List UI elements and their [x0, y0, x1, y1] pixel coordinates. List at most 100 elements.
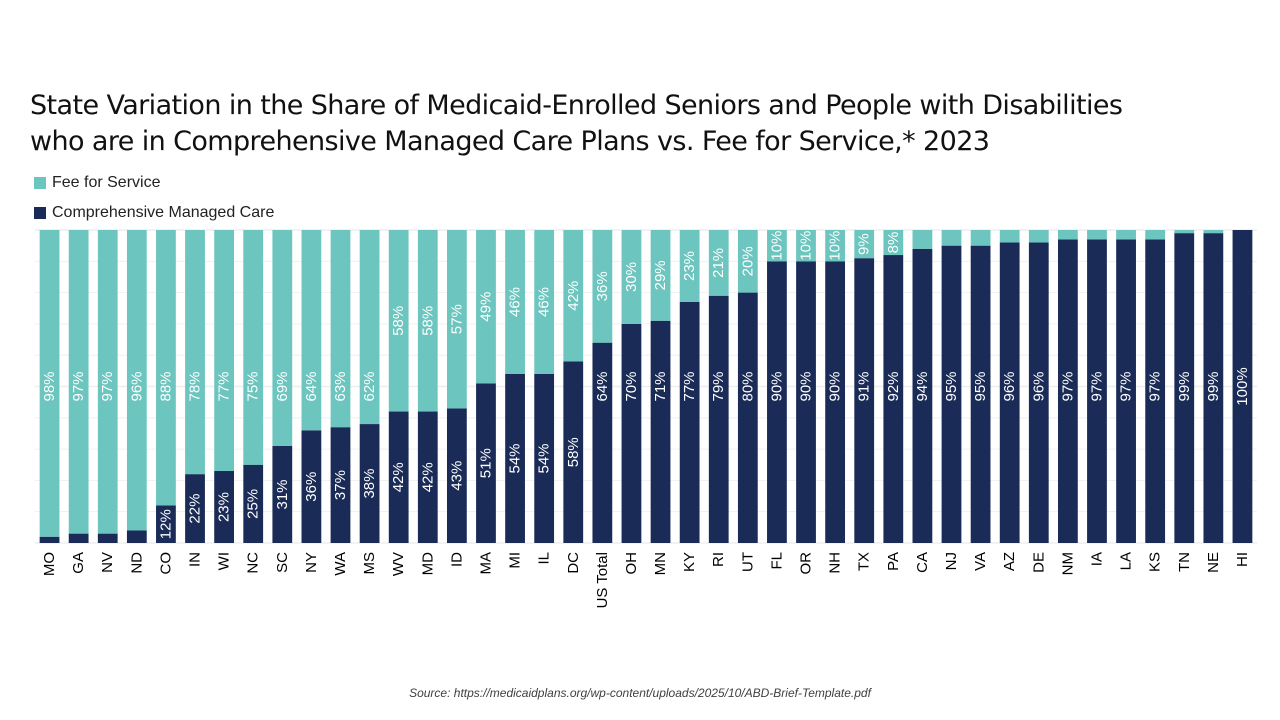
bar-fee-for-service-tx [854, 230, 875, 259]
bar-managed-care-dc [563, 361, 584, 543]
bar-fee-for-service-ms [359, 230, 380, 425]
x-tick-tx: TX [856, 552, 873, 571]
label-managed-care-ut: 80% [739, 371, 756, 401]
label-fee-for-service-wv: 58% [390, 306, 407, 336]
label-managed-care-la: 97% [1118, 371, 1135, 401]
source-note: Source: https://medicaidplans.org/wp-con… [409, 686, 871, 700]
label-managed-care-dc: 58% [565, 437, 582, 467]
legend-item-fee-for-service: Fee for Service [34, 168, 274, 198]
bar-fee-for-service-mi [505, 230, 525, 374]
label-fee-for-service-mi: 46% [507, 287, 524, 317]
label-fee-for-service-oh: 30% [623, 262, 640, 292]
label-managed-care-ms: 38% [361, 469, 378, 499]
x-tick-il: IL [536, 552, 553, 565]
label-managed-care-ny: 36% [303, 472, 320, 502]
label-managed-care-va: 95% [972, 371, 989, 401]
bar-managed-care-nm [1057, 239, 1078, 543]
x-tick-la: LA [1118, 552, 1135, 570]
label-fee-for-service-nd: 96% [128, 371, 145, 401]
label-fee-for-service-mn: 29% [652, 260, 669, 290]
label-managed-care-ia: 97% [1088, 371, 1105, 401]
bar-fee-for-service-nj [941, 230, 962, 246]
legend-swatch-fee-for-service [34, 177, 46, 189]
legend-label-fee-for-service: Fee for Service [52, 174, 161, 191]
label-managed-care-nm: 97% [1059, 371, 1076, 401]
bar-managed-care-az [999, 242, 1020, 543]
label-managed-care-ma: 51% [477, 448, 494, 478]
x-tick-tn: TN [1176, 552, 1193, 572]
label-fee-for-service-pa: 8% [885, 232, 902, 254]
bar-managed-care-or [796, 261, 816, 543]
bar-fee-for-service-co [156, 230, 176, 506]
legend-item-managed-care: Comprehensive Managed Care [34, 198, 274, 228]
bar-managed-care-va [970, 245, 991, 543]
x-tick-ne: NE [1205, 552, 1222, 573]
bar-managed-care-mi [505, 373, 525, 543]
bar-fee-for-service-dc [563, 230, 584, 362]
bar-fee-for-service-us-total [592, 230, 613, 343]
x-tick-az: AZ [1001, 552, 1018, 571]
x-tick-mn: MN [652, 552, 669, 575]
legend-label-managed-care: Comprehensive Managed Care [52, 204, 275, 221]
x-tick-nj: NJ [943, 552, 960, 570]
label-fee-for-service-tx: 9% [856, 233, 873, 255]
bar-fee-for-service-la [1116, 230, 1136, 240]
bar-managed-care-co [156, 505, 176, 543]
x-tick-nm: NM [1059, 552, 1076, 575]
x-tick-ga: GA [70, 552, 87, 574]
bar-managed-care-ks [1145, 239, 1166, 543]
label-managed-care-wa: 37% [332, 470, 349, 500]
bar-managed-care-wi [214, 471, 235, 543]
x-tick-fl: FL [768, 552, 785, 570]
label-fee-for-service-ga: 97% [70, 371, 87, 401]
bar-managed-care-us-total [592, 342, 613, 543]
bar-managed-care-ca [912, 248, 933, 543]
bar-fee-for-service-ri [708, 230, 729, 296]
label-managed-care-mn: 71% [652, 371, 669, 401]
bar-fee-for-service-or [796, 230, 816, 262]
bar-managed-care-ne [1203, 233, 1224, 543]
label-fee-for-service-us-total: 36% [594, 271, 611, 301]
x-tick-de: DE [1030, 552, 1047, 573]
x-tick-nh: NH [827, 552, 844, 574]
label-fee-for-service-dc: 42% [565, 281, 582, 311]
bar-managed-care-il [534, 373, 555, 543]
bar-fee-for-service-ca [912, 230, 933, 249]
bar-fee-for-service-mn [650, 230, 671, 321]
chart-title-line-1: State Variation in the Share of Medicaid… [30, 90, 1123, 121]
bar-managed-care-wa [330, 427, 351, 543]
value-labels: 98% 97% 97% 96% 12% 88% 22% 78% 23% 77% 25% 75% 31% 6… [41, 231, 1251, 540]
bar-managed-care-ri [708, 295, 729, 543]
bar-fee-for-service-in [185, 230, 205, 475]
bar-fee-for-service-pa [883, 230, 904, 256]
x-tick-ny: NY [303, 552, 320, 573]
label-fee-for-service-wi: 77% [216, 371, 233, 401]
bar-fee-for-service-mo [39, 230, 60, 537]
label-fee-for-service-id: 57% [448, 304, 465, 334]
bar-managed-care-de [1028, 242, 1049, 543]
x-tick-ri: RI [710, 552, 727, 567]
x-tick-mi: MI [507, 552, 524, 569]
gridlines [35, 229, 1257, 544]
bar-fee-for-service-ia [1087, 230, 1107, 240]
label-managed-care-fl: 90% [768, 371, 785, 401]
bar-fee-for-service-nm [1057, 230, 1078, 240]
label-managed-care-co: 12% [157, 509, 174, 539]
x-tick-sc: SC [274, 552, 291, 573]
bar-fee-for-service-wv [388, 230, 409, 412]
label-managed-care-oh: 70% [623, 371, 640, 401]
x-tick-nd: ND [128, 552, 145, 574]
label-fee-for-service-wa: 63% [332, 371, 349, 401]
x-tick-pa: PA [885, 552, 902, 571]
x-tick-id: ID [448, 552, 465, 567]
label-managed-care-nj: 95% [943, 371, 960, 401]
x-tick-or: OR [798, 552, 815, 575]
bar-managed-care-hi [1232, 230, 1253, 543]
label-managed-care-wv: 42% [390, 462, 407, 492]
bar-fee-for-service-wa [330, 230, 351, 428]
label-managed-care-md: 42% [419, 462, 436, 492]
bar-fee-for-service-nv [97, 230, 118, 534]
bar-managed-care-mo [39, 536, 60, 543]
bar-fee-for-service-id [446, 230, 467, 409]
